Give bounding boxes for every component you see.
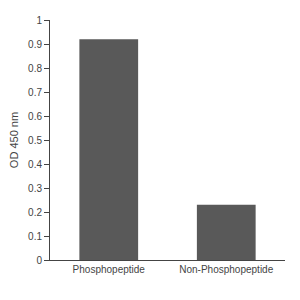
svg-text:Phosphopeptide: Phosphopeptide [73, 264, 146, 275]
svg-text:0.1: 0.1 [28, 231, 42, 242]
svg-text:0.3: 0.3 [28, 183, 42, 194]
svg-text:0.5: 0.5 [28, 135, 42, 146]
svg-text:0.8: 0.8 [28, 63, 42, 74]
svg-text:0.6: 0.6 [28, 111, 42, 122]
svg-text:0: 0 [36, 255, 42, 266]
svg-text:1: 1 [36, 15, 42, 26]
svg-text:0.2: 0.2 [28, 207, 42, 218]
svg-text:OD 450 nm: OD 450 nm [8, 112, 20, 168]
svg-text:0.9: 0.9 [28, 39, 42, 50]
svg-text:Non-Phosphopeptide: Non-Phosphopeptide [179, 264, 273, 275]
svg-text:0.4: 0.4 [28, 159, 42, 170]
svg-text:0.7: 0.7 [28, 87, 42, 98]
